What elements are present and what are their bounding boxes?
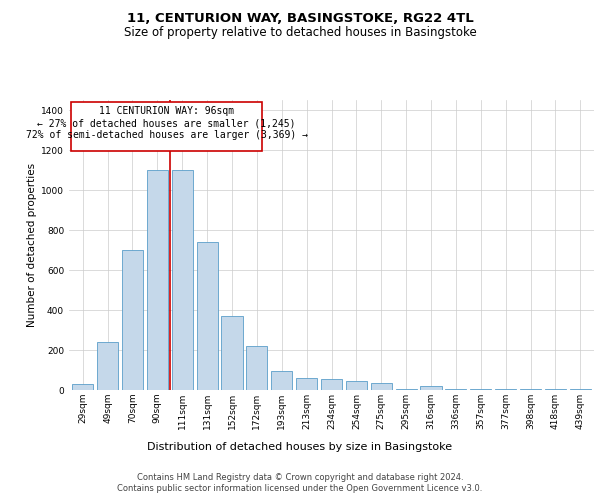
- Text: Contains public sector information licensed under the Open Government Licence v3: Contains public sector information licen…: [118, 484, 482, 493]
- Text: Contains HM Land Registry data © Crown copyright and database right 2024.: Contains HM Land Registry data © Crown c…: [137, 472, 463, 482]
- Bar: [346, 381, 367, 390]
- Bar: [321, 379, 342, 390]
- Bar: [395, 389, 417, 390]
- Bar: [221, 316, 242, 390]
- Text: ← 27% of detached houses are smaller (1,245): ← 27% of detached houses are smaller (1,…: [37, 118, 296, 128]
- Bar: [296, 378, 317, 390]
- Bar: [72, 384, 93, 390]
- FancyBboxPatch shape: [71, 102, 262, 151]
- Bar: [172, 170, 193, 390]
- Bar: [147, 170, 168, 390]
- Bar: [97, 342, 118, 390]
- Text: Size of property relative to detached houses in Basingstoke: Size of property relative to detached ho…: [124, 26, 476, 39]
- Text: 72% of semi-detached houses are larger (3,369) →: 72% of semi-detached houses are larger (…: [26, 130, 308, 140]
- Bar: [421, 386, 442, 390]
- Y-axis label: Number of detached properties: Number of detached properties: [27, 163, 37, 327]
- Text: 11 CENTURION WAY: 96sqm: 11 CENTURION WAY: 96sqm: [99, 106, 234, 116]
- Bar: [197, 242, 218, 390]
- Bar: [371, 383, 392, 390]
- Bar: [122, 250, 143, 390]
- Text: 11, CENTURION WAY, BASINGSTOKE, RG22 4TL: 11, CENTURION WAY, BASINGSTOKE, RG22 4TL: [127, 12, 473, 26]
- Bar: [246, 346, 268, 390]
- Bar: [271, 371, 292, 390]
- Text: Distribution of detached houses by size in Basingstoke: Distribution of detached houses by size …: [148, 442, 452, 452]
